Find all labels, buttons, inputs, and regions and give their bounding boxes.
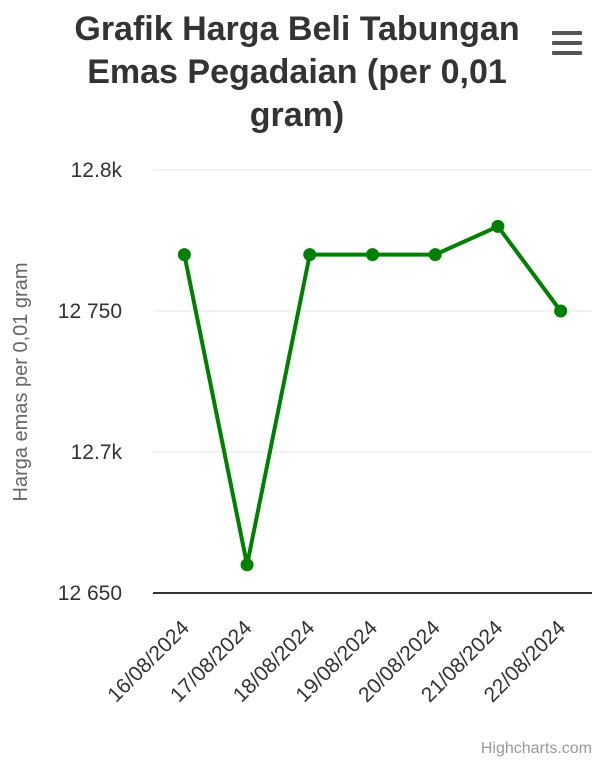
- series-layer: [177, 219, 568, 572]
- data-point[interactable]: [554, 304, 568, 318]
- y-tick-label: 12.7k: [71, 441, 123, 464]
- x-axis-ticks: 16/08/202417/08/202418/08/202419/08/2024…: [103, 616, 570, 707]
- y-tick-label: 12.8k: [71, 159, 123, 182]
- y-axis-label: Harga emas per 0,01 gram: [10, 262, 32, 501]
- gridlines: [153, 169, 592, 594]
- data-point[interactable]: [491, 219, 505, 233]
- series-line: [182, 224, 563, 567]
- y-tick-label: 12 650: [58, 582, 122, 605]
- credits-link[interactable]: Highcharts.com: [481, 740, 592, 757]
- data-point[interactable]: [240, 558, 254, 572]
- chart-title: Grafik Harga Beli Tabungan Emas Pegadaia…: [74, 10, 519, 134]
- data-point[interactable]: [303, 248, 317, 262]
- y-axis-ticks: 12 650 12.7k 12 750 12.8k: [58, 159, 123, 605]
- chart-title-line-1: Grafik Harga Beli Tabungan: [74, 10, 519, 48]
- y-tick-label: 12 750: [58, 300, 122, 323]
- data-point[interactable]: [177, 248, 191, 262]
- data-point[interactable]: [366, 248, 379, 262]
- hamburger-menu-icon[interactable]: [548, 26, 588, 60]
- chart-title-line-2: Emas Pegadaian (per 0,01: [87, 53, 507, 91]
- data-point[interactable]: [428, 248, 442, 262]
- chart-title-line-3: gram): [250, 96, 344, 134]
